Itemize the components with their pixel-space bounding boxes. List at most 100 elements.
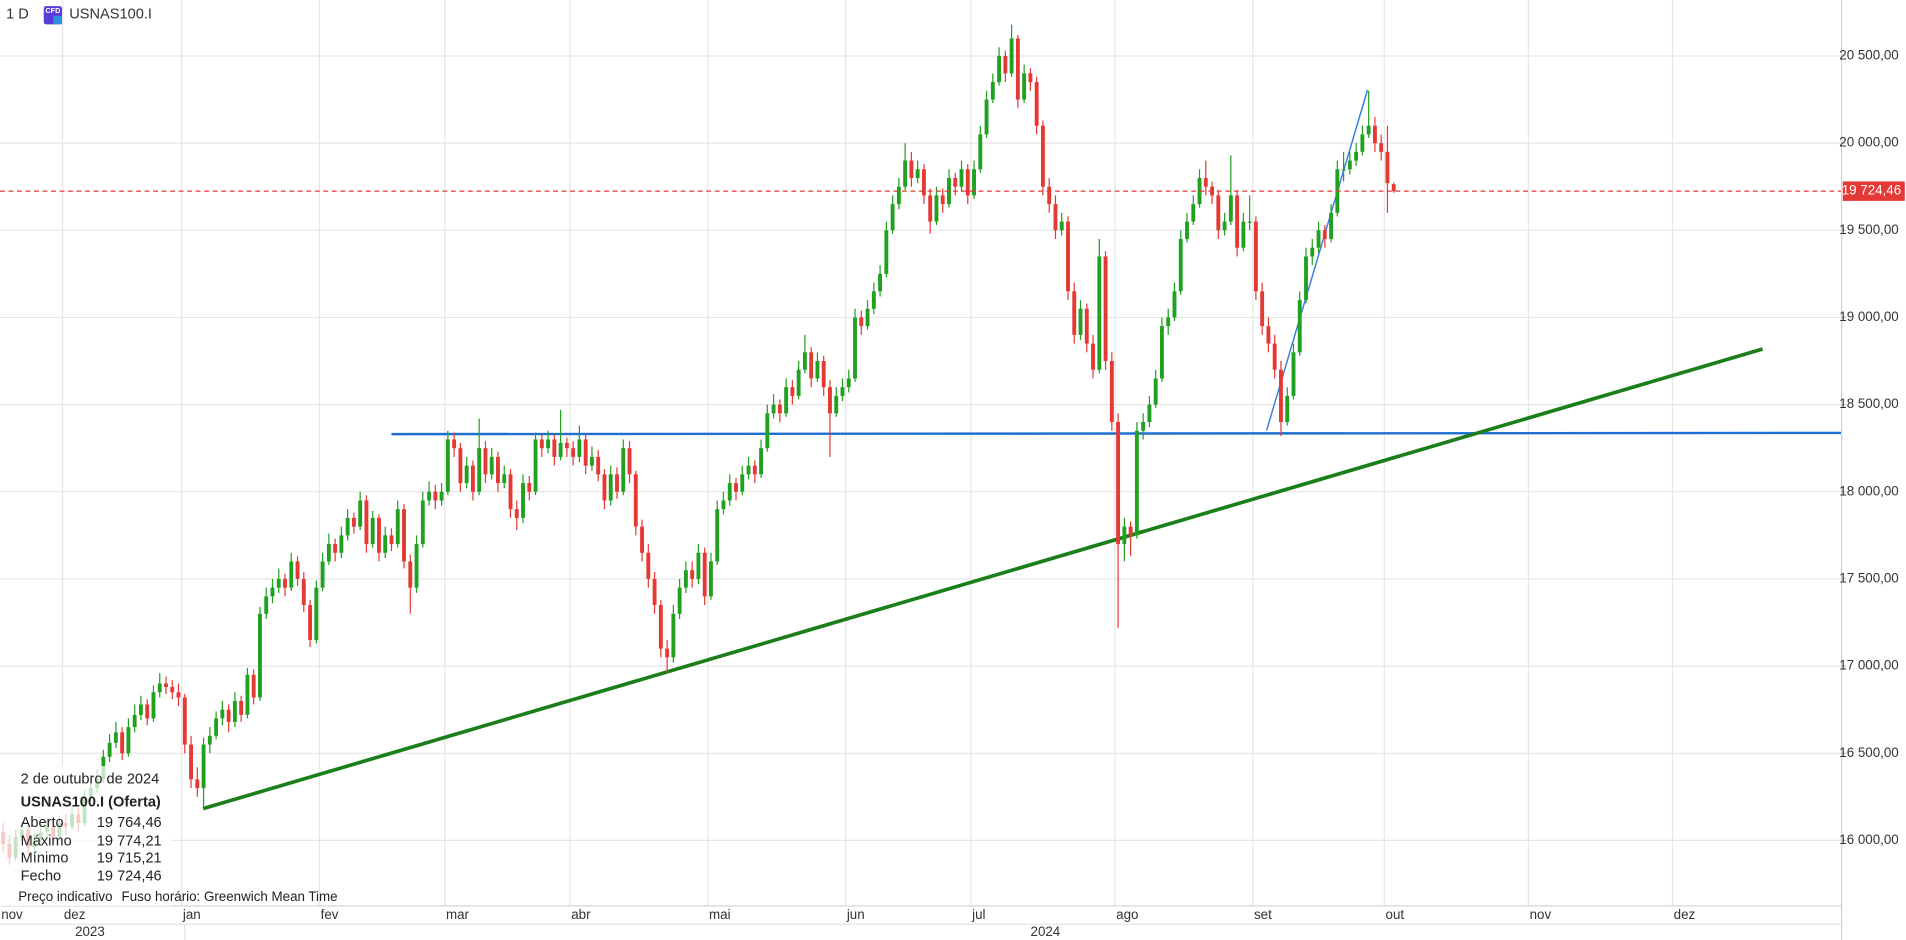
candle-body: [1015, 38, 1020, 100]
candle-body: [890, 204, 895, 231]
candle-body: [1272, 343, 1277, 370]
year-label: 2024: [1031, 924, 1061, 939]
candle-body: [658, 605, 663, 649]
candle-body: [1228, 195, 1233, 222]
candle-body: [652, 578, 657, 606]
x-tick-label: dez: [64, 907, 86, 922]
candle-body: [151, 692, 156, 719]
candle-body: [809, 352, 814, 379]
candle-body: [189, 744, 193, 780]
candle-body: [107, 742, 112, 757]
candle-body: [777, 404, 782, 414]
candle-body: [878, 273, 883, 292]
y-tick-label: 17 500,00: [1839, 570, 1898, 585]
candle-body: [734, 483, 738, 492]
candle-body: [345, 517, 350, 536]
info-note: Preço indicativo: [18, 889, 112, 904]
candle-body: [853, 317, 857, 379]
candle-body: [959, 169, 964, 187]
candle-body: [1360, 134, 1365, 152]
candle-body: [1047, 186, 1052, 205]
candle-body: [1172, 291, 1177, 318]
candle-body: [978, 134, 983, 170]
candle-body: [164, 683, 168, 688]
candle-body: [502, 474, 507, 484]
candle-body: [157, 683, 162, 693]
candle-body: [1247, 221, 1252, 223]
candle-body: [602, 474, 607, 501]
x-tick-label: out: [1386, 907, 1405, 922]
candle-body: [884, 230, 889, 274]
candle-body: [320, 561, 325, 588]
candle-body: [1009, 38, 1014, 74]
candle-body: [1253, 221, 1258, 292]
candle-body: [571, 448, 576, 457]
candle-body: [1103, 256, 1108, 362]
candle-body: [132, 714, 137, 728]
candle-body: [683, 570, 688, 588]
info-value: 19 724,46: [97, 869, 162, 885]
candle-body: [564, 442, 569, 449]
candle-body: [508, 474, 513, 510]
candle-body: [765, 413, 770, 449]
candle-body: [1260, 291, 1265, 327]
candle-body: [1329, 212, 1334, 239]
candle-body: [220, 709, 225, 719]
candle-body: [308, 605, 313, 640]
candle-body: [909, 160, 914, 178]
candle-body: [1316, 230, 1321, 248]
candle-body: [740, 474, 745, 492]
candle-body: [608, 474, 613, 501]
candle-body: [577, 439, 582, 457]
candle-body: [1285, 395, 1290, 423]
badge-icon-part: [53, 15, 62, 25]
candle-body: [170, 687, 175, 693]
x-tick-label: dez: [1674, 907, 1696, 922]
candle-body: [439, 491, 444, 501]
candle-body: [984, 99, 989, 135]
candle-body: [790, 387, 795, 396]
candle-body: [1379, 143, 1384, 152]
candle-body: [1385, 151, 1390, 184]
candle-body: [496, 456, 500, 484]
candle-body: [1197, 177, 1202, 205]
x-tick-label: nov: [1, 907, 23, 922]
candle-body: [1034, 82, 1039, 126]
candle-body: [828, 387, 832, 414]
candle-body: [1066, 221, 1070, 292]
candle-body: [934, 195, 939, 222]
candle-body: [389, 535, 394, 545]
candle-body: [546, 439, 551, 449]
candles: [1, 24, 1396, 865]
info-label: Fecho: [21, 869, 62, 885]
candle-body: [339, 535, 344, 553]
y-tick-label: 19 000,00: [1839, 309, 1898, 324]
candle-body: [1153, 378, 1158, 405]
candle-body: [414, 544, 419, 588]
candle-body: [558, 442, 563, 457]
candle-body: [176, 692, 181, 698]
candle-body: [1072, 291, 1077, 335]
candle-body: [245, 674, 250, 715]
candle-body: [283, 578, 287, 588]
candle-body: [1166, 317, 1171, 327]
candle-body: [514, 509, 519, 518]
x-tick-label: abr: [571, 907, 591, 922]
symbol: USNAS100.I: [69, 6, 152, 22]
candle-body: [370, 517, 375, 545]
y-tick-label: 19 500,00: [1839, 222, 1898, 237]
candle-body: [859, 317, 864, 327]
candle-body: [1266, 326, 1271, 344]
candle-body: [270, 587, 275, 597]
info-label: Aberto: [21, 815, 64, 831]
candle-body: [458, 448, 463, 484]
candle-body: [646, 552, 651, 579]
candle-body: [214, 718, 219, 736]
candle-body: [489, 456, 494, 475]
grid: [0, 0, 1842, 906]
candle-body: [239, 700, 244, 715]
candle-body: [865, 308, 870, 327]
